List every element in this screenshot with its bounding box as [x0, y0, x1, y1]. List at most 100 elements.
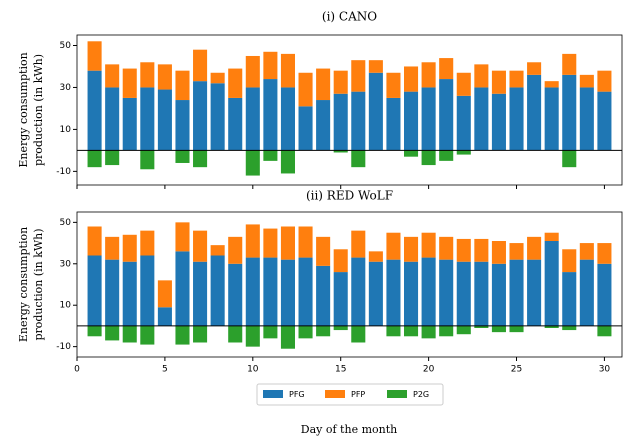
- bar-segment: [140, 325, 155, 345]
- bar-segment: [210, 72, 225, 84]
- bar-segment: [562, 249, 577, 273]
- bar-segment: [298, 72, 313, 107]
- bar-segment: [228, 263, 243, 326]
- bar-segment: [193, 261, 208, 326]
- x-tick-label: 20: [423, 365, 435, 375]
- bar-segment: [404, 325, 419, 337]
- y-tick-label: 30: [60, 83, 72, 93]
- bar-segment: [404, 150, 419, 157]
- bar-segment: [527, 74, 542, 151]
- bar-segment: [439, 325, 454, 337]
- bar-segment: [597, 91, 612, 151]
- bar-segment: [333, 150, 348, 153]
- bar-segment: [245, 55, 260, 88]
- y-tick-label: 10: [60, 125, 72, 135]
- bar-segment: [509, 70, 524, 88]
- bar-segment: [404, 236, 419, 262]
- legend-label: PFG: [289, 390, 305, 399]
- bar-segment: [597, 325, 612, 337]
- bar-segment: [193, 325, 208, 343]
- x-tick-label: 5: [162, 365, 168, 375]
- bar-segment: [368, 251, 383, 262]
- bar-segment: [439, 236, 454, 260]
- bar-segment: [579, 259, 594, 326]
- bar-segment: [597, 243, 612, 264]
- bar-segment: [544, 87, 559, 151]
- bar-segment: [491, 93, 506, 151]
- plot-frame: [76, 34, 623, 186]
- y-tick-label: 50: [60, 41, 72, 51]
- bar-segment: [263, 325, 278, 339]
- bar-segment: [368, 60, 383, 73]
- bar-segment: [280, 325, 295, 349]
- bar-segment: [562, 150, 577, 168]
- bar-segment: [474, 261, 489, 326]
- bar-segment: [122, 325, 137, 343]
- bar-segment: [105, 150, 120, 166]
- bar-segment: [140, 255, 155, 326]
- x-tick-label: 10: [247, 365, 259, 375]
- bar-segment: [509, 259, 524, 326]
- bar-segment: [298, 226, 313, 258]
- bar-segment: [175, 222, 190, 252]
- bar-segment: [509, 87, 524, 151]
- bar-segment: [87, 41, 102, 71]
- bar-segment: [105, 87, 120, 151]
- bar-segment: [404, 261, 419, 326]
- bar-segment: [298, 325, 313, 339]
- bar-segment: [280, 150, 295, 174]
- bar-segment: [245, 87, 260, 151]
- bar-segment: [562, 74, 577, 151]
- y-axis-label: production (in kWh): [32, 54, 45, 166]
- bar-segment: [562, 325, 577, 331]
- bar-segment: [193, 150, 208, 168]
- x-axis-label: Day of the month: [301, 423, 397, 436]
- bar-segment: [386, 325, 401, 337]
- bar-segment: [351, 230, 366, 258]
- legend-box: [256, 383, 444, 406]
- x-tick-label: 15: [335, 365, 346, 375]
- bar-segment: [474, 325, 489, 328]
- bar-segment: [105, 325, 120, 341]
- bar-segment: [316, 325, 331, 337]
- bar-segment: [527, 259, 542, 326]
- y-axis-label: production (in kWh): [32, 228, 45, 340]
- x-tick-label: 25: [511, 365, 522, 375]
- bar-segment: [157, 89, 172, 151]
- bar-segment: [193, 81, 208, 151]
- bar-segment: [157, 280, 172, 308]
- bar-segment: [316, 265, 331, 326]
- bar-segment: [175, 325, 190, 345]
- bar-segment: [228, 97, 243, 151]
- bar-segment: [228, 325, 243, 343]
- bar-segment: [351, 150, 366, 168]
- bar-segment: [439, 259, 454, 326]
- bar-segment: [245, 325, 260, 347]
- y-tick-label: 50: [60, 218, 72, 228]
- bar-segment: [105, 259, 120, 326]
- bar-segment: [456, 325, 471, 335]
- bar-segment: [491, 263, 506, 326]
- panel-title: (i) CANO: [322, 10, 377, 24]
- bar-segment: [421, 325, 436, 339]
- bar-segment: [333, 70, 348, 94]
- bar-segment: [562, 53, 577, 75]
- bar-segment: [87, 255, 102, 326]
- bar-segment: [140, 230, 155, 256]
- bar-segment: [456, 72, 471, 96]
- legend-swatch: [387, 390, 407, 398]
- bar-segment: [368, 261, 383, 326]
- bar-segment: [280, 259, 295, 326]
- bar-segment: [544, 232, 559, 241]
- bar-segment: [140, 62, 155, 88]
- bar-segment: [245, 150, 260, 176]
- bar-segment: [527, 62, 542, 75]
- bar-segment: [456, 150, 471, 155]
- bar-segment: [491, 325, 506, 333]
- bar-segment: [562, 272, 577, 326]
- y-tick-label: 10: [60, 301, 72, 311]
- bar-segment: [597, 70, 612, 92]
- bar-segment: [280, 226, 295, 260]
- bar-segment: [386, 232, 401, 260]
- bar-segment: [421, 87, 436, 151]
